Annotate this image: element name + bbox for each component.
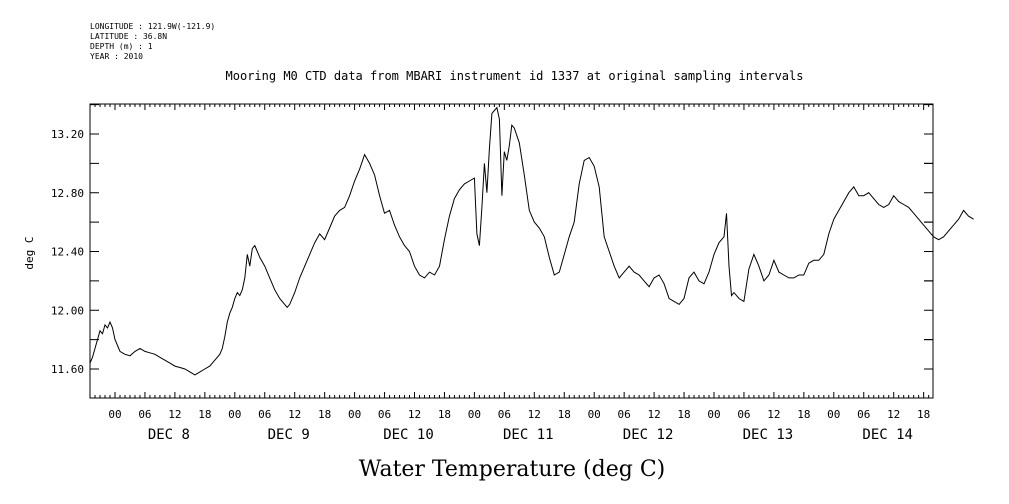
y-tick-label: 12.80 (51, 187, 84, 200)
x-tick-label: 06 (378, 408, 391, 421)
day-label: DEC 10 (383, 427, 434, 443)
longitude-label: LONGITUDE : 121.9W(-121.9) (90, 22, 216, 31)
temperature-series-line (89, 106, 974, 376)
y-tick-label: 12.40 (51, 246, 84, 259)
x-tick-label: 00 (588, 408, 601, 421)
x-tick-label: 18 (318, 408, 331, 421)
day-label: DEC 13 (743, 427, 794, 443)
y-tick-label: 11.60 (51, 363, 84, 376)
x-tick-label: 12 (767, 408, 780, 421)
x-tick-label: 06 (498, 408, 511, 421)
y-axis-label: deg C (23, 236, 36, 269)
x-tick-label: 06 (258, 408, 271, 421)
y-tick-label: 13.20 (51, 128, 84, 141)
year-label: YEAR : 2010 (90, 52, 143, 61)
x-tick-label: 00 (468, 408, 481, 421)
x-tick-label: 00 (108, 408, 121, 421)
x-axis: 00 06 12 18 00 06 12 18 00 06 12 18 00 06 12 18 00 06 12 18… (89, 104, 930, 421)
x-tick-label: 12 (168, 408, 181, 421)
y-axis: 11.60 12.00 12.40 12.80 13.20 (51, 104, 933, 376)
day-label: DEC 12 (623, 427, 674, 443)
x-axis-title: Water Temperature (deg C) (359, 457, 666, 482)
station-metadata: LONGITUDE : 121.9W(-121.9) LATITUDE : 36… (90, 22, 215, 62)
x-tick-label: 18 (198, 408, 211, 421)
x-tick-label: 12 (288, 408, 301, 421)
x-tick-label: 06 (618, 408, 631, 421)
day-label: DEC 8 (148, 427, 190, 443)
x-tick-label: 18 (558, 408, 571, 421)
x-tick-label: 00 (707, 408, 720, 421)
plot-frame (89, 103, 934, 399)
x-tick-label: 00 (228, 408, 241, 421)
day-labels: DEC 8 DEC 9 DEC 10 DEC 11 DEC 12 DEC 13 DEC 14 (148, 427, 913, 443)
x-tick-label: 06 (138, 408, 151, 421)
x-tick-label: 18 (917, 408, 930, 421)
day-label: DEC 14 (862, 427, 913, 443)
latitude-label: LATITUDE : 36.8N (90, 32, 168, 41)
depth-label: DEPTH (m) : 1 (90, 42, 153, 51)
x-tick-label: 12 (528, 408, 541, 421)
x-tick-label: 18 (438, 408, 451, 421)
x-tick-label: 00 (348, 408, 361, 421)
day-label: DEC 11 (503, 427, 554, 443)
x-tick-label: 18 (797, 408, 810, 421)
day-label: DEC 9 (268, 427, 310, 443)
x-tick-label: 06 (857, 408, 870, 421)
x-tick-label: 06 (737, 408, 750, 421)
x-tick-label: 12 (647, 408, 660, 421)
x-tick-label: 12 (887, 408, 900, 421)
y-tick-label: 12.00 (51, 304, 84, 317)
x-tick-label: 00 (827, 408, 840, 421)
chart-title: Mooring M0 CTD data from MBARI instrumen… (225, 69, 804, 83)
x-tick-label: 12 (408, 408, 421, 421)
x-tick-label: 18 (677, 408, 690, 421)
